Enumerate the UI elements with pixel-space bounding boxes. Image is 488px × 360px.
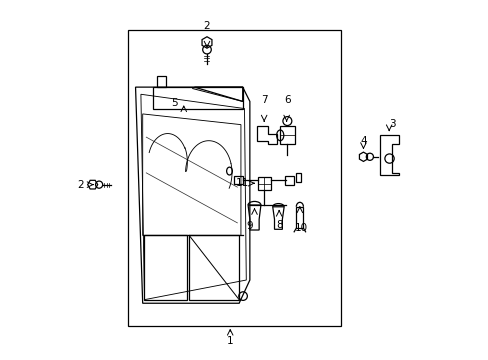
Text: 5: 5: [171, 98, 178, 108]
Bar: [144, 235, 187, 300]
Bar: [233, 176, 242, 184]
Bar: [257, 177, 270, 190]
Bar: [189, 235, 239, 300]
Text: 4: 4: [359, 136, 366, 147]
Bar: [280, 126, 294, 144]
Bar: [285, 176, 293, 185]
Bar: [128, 30, 340, 327]
Text: 10: 10: [294, 223, 307, 233]
Text: 3: 3: [388, 118, 395, 129]
Text: 9: 9: [246, 221, 253, 231]
Bar: [157, 76, 165, 87]
Text: 11: 11: [236, 178, 249, 188]
Text: 1: 1: [226, 337, 233, 346]
Text: 7: 7: [260, 95, 267, 105]
Bar: [296, 207, 303, 228]
Bar: [153, 87, 242, 109]
Text: 8: 8: [275, 220, 282, 230]
Text: 6: 6: [284, 95, 290, 105]
Text: 2: 2: [203, 21, 210, 31]
Bar: [296, 173, 300, 182]
Text: 2: 2: [78, 180, 84, 190]
